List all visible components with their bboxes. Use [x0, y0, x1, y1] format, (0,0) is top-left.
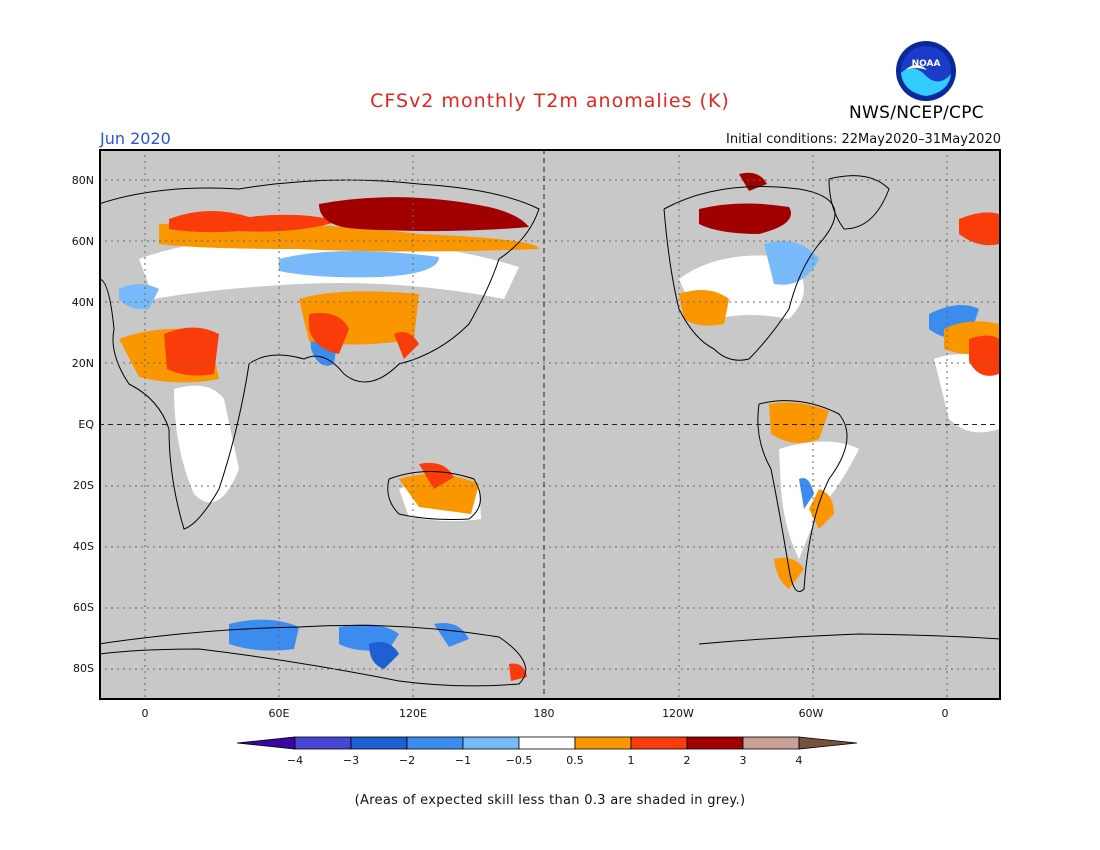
lon-label-60e: 60E: [268, 707, 290, 720]
colorbar-cell-5: [518, 736, 576, 750]
colorbar-label: 0.5: [566, 754, 584, 767]
colorbar-cell-3: [406, 736, 464, 750]
initial-conditions: Initial conditions: 22May2020–31May2020: [726, 132, 1001, 147]
colorbar-cell-9: [742, 736, 800, 750]
colorbar-label: 3: [739, 754, 747, 767]
lat-label-60n: 60N: [71, 235, 94, 248]
lon-label-120w: 120W: [662, 707, 694, 720]
anomaly-map: [99, 149, 1001, 700]
graticule: [99, 149, 1001, 700]
lat-label-60s: 60S: [73, 601, 94, 614]
skill-footnote: (Areas of expected skill less than 0.3 a…: [354, 793, 746, 808]
forecast-month: Jun 2020: [100, 129, 171, 148]
coastlines: [99, 175, 1001, 687]
lon-label-120e: 120E: [399, 707, 427, 720]
colorbar-label: −3: [342, 754, 360, 767]
lat-label-80n: 80N: [71, 174, 94, 187]
logo-text: NOAA: [912, 59, 941, 69]
equator-dateline: [99, 149, 1001, 700]
red-regions: [164, 210, 999, 681]
colorbar-label: −4: [286, 754, 304, 767]
colorbar-cell-1: [294, 736, 352, 750]
lat-label-80s: 80S: [73, 662, 94, 675]
lon-label-60w: 60W: [798, 707, 824, 720]
lat-label-20s: 20S: [73, 479, 94, 492]
colorbar-label: −2: [398, 754, 416, 767]
dark-blue-regions: [369, 641, 399, 669]
colorbar-label: −0.5: [505, 754, 533, 767]
colorbar-label: −1: [454, 754, 472, 767]
light-blue-regions: [119, 241, 819, 310]
agency-label: NWS/NCEP/CPC: [849, 103, 984, 123]
colorbar-label: 1: [627, 754, 635, 767]
colorbar-cell-0: [237, 736, 296, 750]
lon-label-0: 0: [141, 707, 149, 720]
colorbar-label: 2: [683, 754, 691, 767]
colorbar-cell-4: [462, 736, 520, 750]
colorbar-cell-2: [350, 736, 408, 750]
noaa-logo: NOAA: [896, 41, 956, 101]
lat-label-40s: 40S: [73, 540, 94, 553]
colorbar-label: 4: [795, 754, 803, 767]
map-title: CFSv2 monthly T2m anomalies (K): [370, 90, 730, 112]
colorbar: [237, 736, 858, 750]
colorbar-cell-7: [630, 736, 688, 750]
lon-label-0-east: 0: [941, 707, 949, 720]
lat-label-20n: 20N: [71, 357, 94, 370]
lat-label-eq: EQ: [78, 418, 94, 431]
lat-label-40n: 40N: [71, 296, 94, 309]
colorbar-cell-10: [798, 736, 858, 750]
colorbar-cell-6: [574, 736, 632, 750]
map-frame: [99, 149, 1001, 700]
colorbar-cell-8: [686, 736, 744, 750]
lon-label-180: 180: [533, 707, 555, 720]
